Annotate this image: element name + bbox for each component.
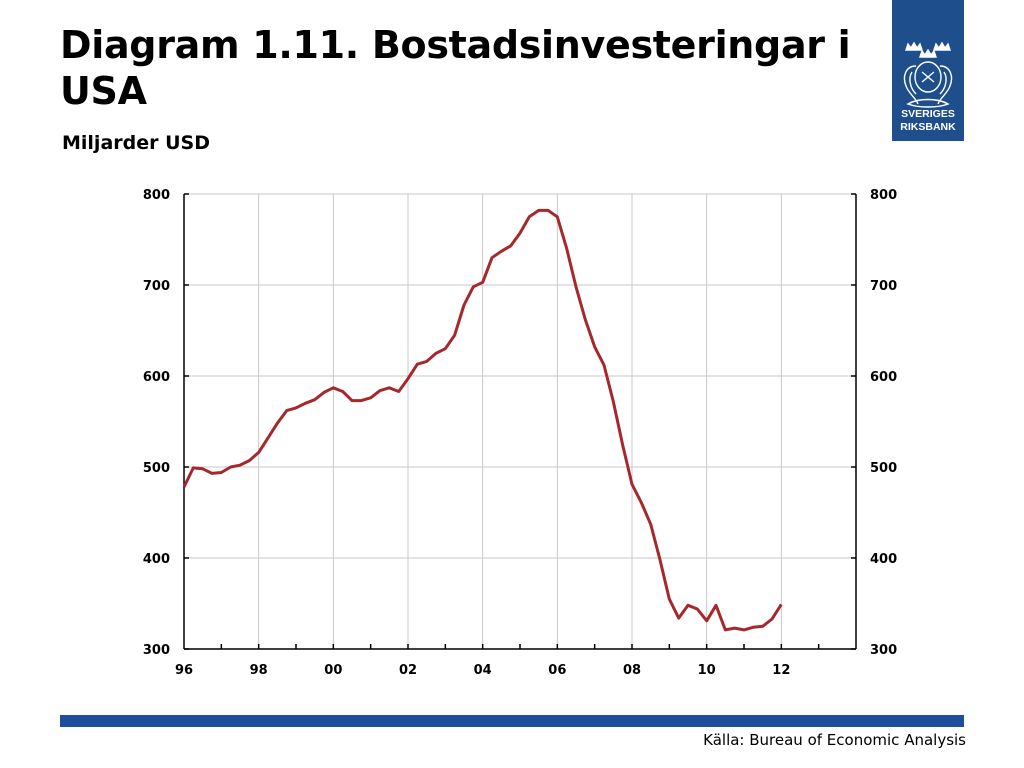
source-note: Källa: Bureau of Economic Analysis	[703, 731, 966, 749]
y-tick-label-right: 700	[870, 279, 897, 294]
y-tick-label-right: 300	[870, 643, 897, 658]
y-tick-label-right: 500	[870, 461, 897, 476]
y-tick-label-right: 600	[870, 370, 897, 385]
y-tick-label-right: 400	[870, 552, 897, 567]
y-tick-label-right: 800	[870, 188, 897, 203]
page-subtitle: Miljarder USD	[62, 132, 210, 154]
y-tick-label-left: 800	[143, 188, 170, 203]
x-tick-label: 06	[548, 663, 566, 678]
y-tick-label-left: 400	[143, 552, 170, 567]
x-tick-label: 08	[623, 663, 641, 678]
footer-bar	[60, 715, 964, 727]
y-tick-label-left: 300	[143, 643, 170, 658]
x-tick-label: 96	[175, 663, 193, 678]
x-tick-label: 12	[772, 663, 790, 678]
riksbank-logo: SVERIGES RIKSBANK	[892, 0, 964, 141]
y-tick-label-left: 500	[143, 461, 170, 476]
series-line	[182, 208, 783, 632]
x-tick-label: 10	[698, 663, 716, 678]
x-tick-label: 04	[474, 663, 492, 678]
y-tick-label-left: 700	[143, 279, 170, 294]
x-tick-label: 02	[399, 663, 417, 678]
logo-text-sveriges: SVERIGES	[901, 108, 955, 120]
line-chart: 300 300 400 400 500 500 600 600 700 700 800 800 96 98…	[143, 188, 897, 678]
page-title: Diagram 1.11. Bostadsinvesteringar i USA	[60, 23, 851, 113]
crown-emblem-icon	[903, 41, 953, 108]
x-tick-label: 00	[324, 663, 342, 678]
y-tick-label-left: 600	[143, 370, 170, 385]
x-tick-label: 98	[250, 663, 268, 678]
logo-text-riksbank: RIKSBANK	[900, 121, 956, 133]
